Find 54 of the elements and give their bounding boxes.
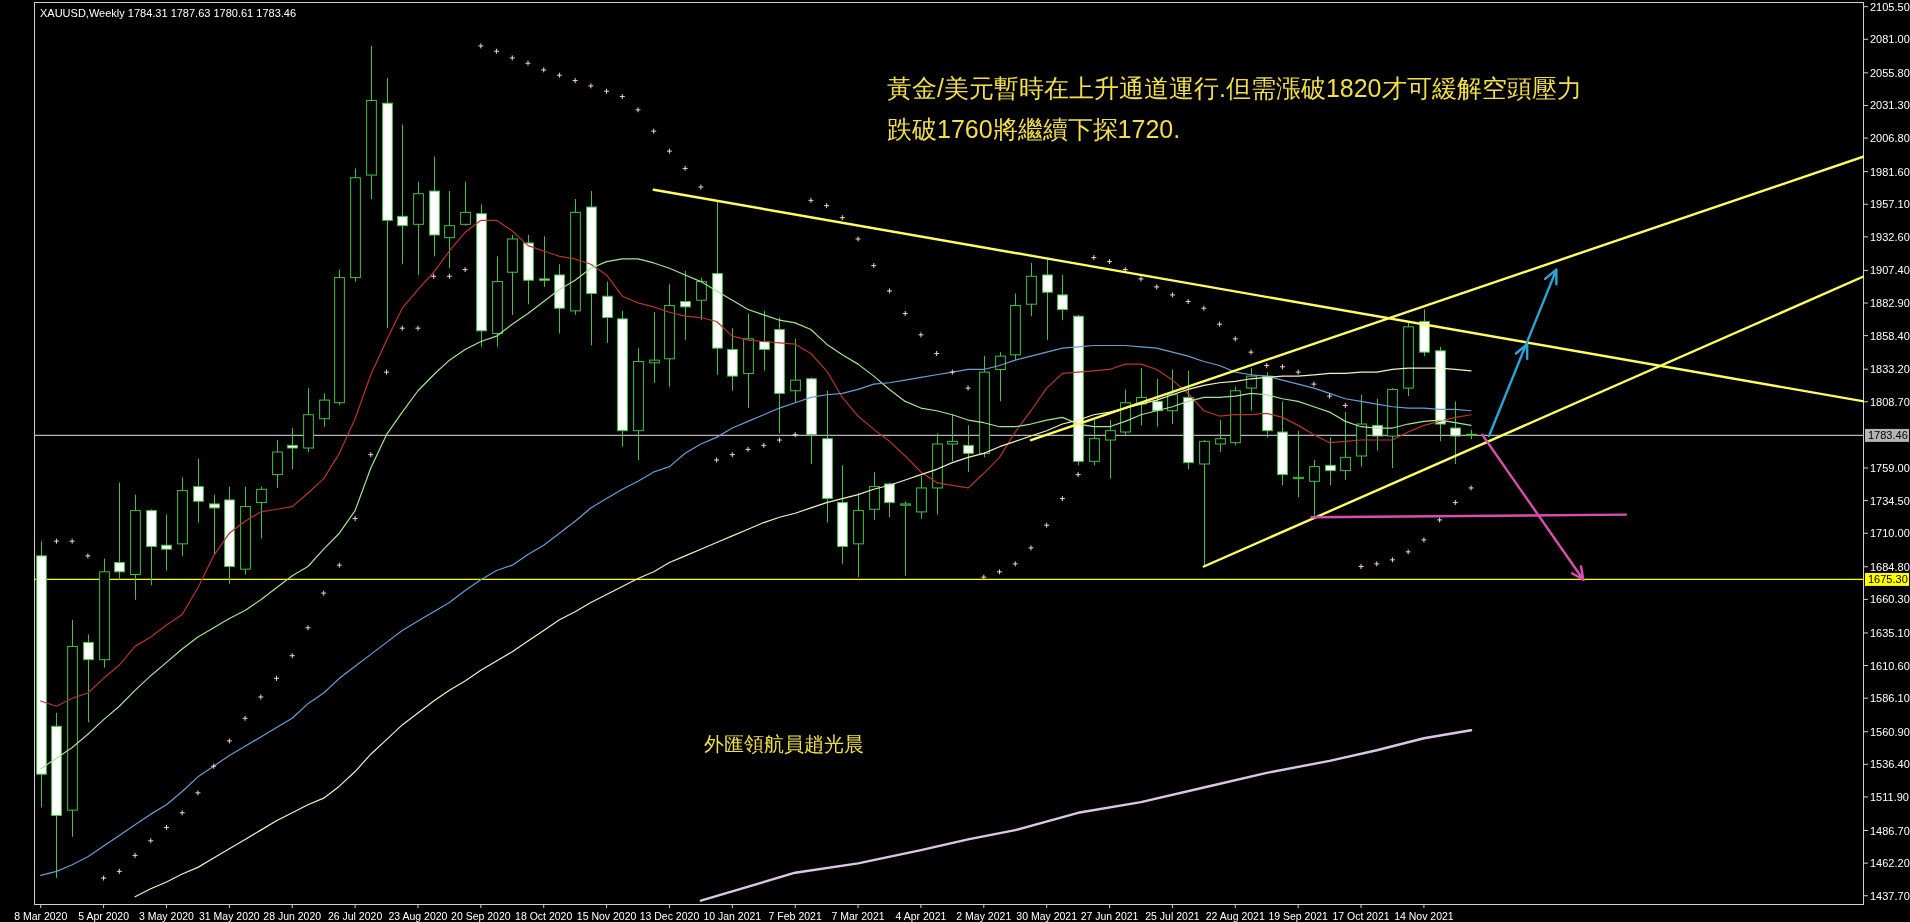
y-tick-label: 1511.90 <box>1870 790 1909 803</box>
y-tick-label: 1833.20 <box>1870 363 1910 376</box>
x-tick-label: 7 Mar 2021 <box>831 910 885 922</box>
y-tick-label: 1610.60 <box>1870 659 1910 672</box>
y-tick-label: 2105.50 <box>1870 0 1910 13</box>
annotation: 跌破1760將繼續下探1720. <box>887 115 1181 143</box>
x-tick-label: 22 Aug 2021 <box>1205 910 1265 922</box>
y-tick-label: 1808.70 <box>1870 395 1910 408</box>
x-tick-label: 17 Oct 2021 <box>1332 910 1390 922</box>
y-tick-label: 1907.40 <box>1870 264 1910 277</box>
y-tick-label: 1536.40 <box>1870 758 1910 771</box>
x-tick-label: 30 May 2021 <box>1016 910 1078 922</box>
x-tick-label: 7 Feb 2021 <box>768 910 822 922</box>
y-tick-label: 1932.60 <box>1870 230 1910 243</box>
x-tick-label: 18 Oct 2020 <box>515 910 573 922</box>
y-tick-label: 1635.10 <box>1870 626 1910 639</box>
x-tick-label: 20 Sep 2020 <box>451 910 511 922</box>
y-tick-label: 1710.00 <box>1870 527 1910 540</box>
y-tick-label: 1586.10 <box>1870 692 1910 705</box>
y-tick-label: 1684.80 <box>1870 560 1910 573</box>
annotation: 黃金/美元暫時在上升通道運行.但需漲破1820才可緩解空頭壓力 <box>887 74 1582 102</box>
x-tick-label: 13 Dec 2020 <box>639 910 700 922</box>
annotation: 外匯領航員趙光晨 <box>704 733 864 755</box>
y-tick-label: 1858.40 <box>1870 329 1910 342</box>
x-tick-label: 23 Aug 2020 <box>388 910 448 922</box>
x-tick-label: 31 May 2020 <box>199 910 260 922</box>
y-tick-label: 1560.90 <box>1870 725 1910 738</box>
x-tick-label: 26 Jul 2020 <box>327 910 383 922</box>
y-tick-label: 1882.90 <box>1870 297 1910 309</box>
title: XAUUSD,Weekly 1784.31 1787.63 1780.61 1783.46 <box>40 7 297 19</box>
y-tick-label: 2055.80 <box>1870 66 1910 79</box>
y-tick-label: 1957.10 <box>1870 198 1910 211</box>
x-tick-label: 4 Apr 2021 <box>895 910 947 922</box>
y-tick-label: 1981.60 <box>1870 165 1910 178</box>
x-tick-label: 2 May 2021 <box>956 910 1012 922</box>
x-tick-label: 27 Jun 2021 <box>1080 910 1139 922</box>
y-tick-label: 1660.30 <box>1870 593 1910 606</box>
x-tick-label: 14 Nov 2021 <box>1394 910 1454 922</box>
y-tick-label: 2006.80 <box>1870 132 1910 145</box>
y-tick-label: 1759.00 <box>1870 462 1910 474</box>
y-tick-label: 1734.50 <box>1870 494 1910 507</box>
y-tick-label: 1462.20 <box>1870 857 1910 870</box>
x-tick-label: 10 Jan 2021 <box>703 910 762 922</box>
x-tick-label: 19 Sep 2021 <box>1268 910 1328 922</box>
y-tick-label: 1486.70 <box>1870 824 1910 837</box>
x-tick-label: 5 Apr 2020 <box>78 910 129 922</box>
x-tick-label: 28 Jun 2020 <box>263 910 322 922</box>
y-tick-label: 1437.70 <box>1870 889 1910 902</box>
x-tick-label: 8 Mar 2020 <box>14 910 68 922</box>
y-tick-label: 2031.30 <box>1870 99 1910 112</box>
y-tick-label: 2081.00 <box>1870 33 1910 46</box>
x-tick-label: 25 Jul 2021 <box>1145 910 1200 922</box>
x-tick-label: 3 May 2020 <box>139 910 194 922</box>
x-tick-label: 15 Nov 2020 <box>576 910 637 922</box>
